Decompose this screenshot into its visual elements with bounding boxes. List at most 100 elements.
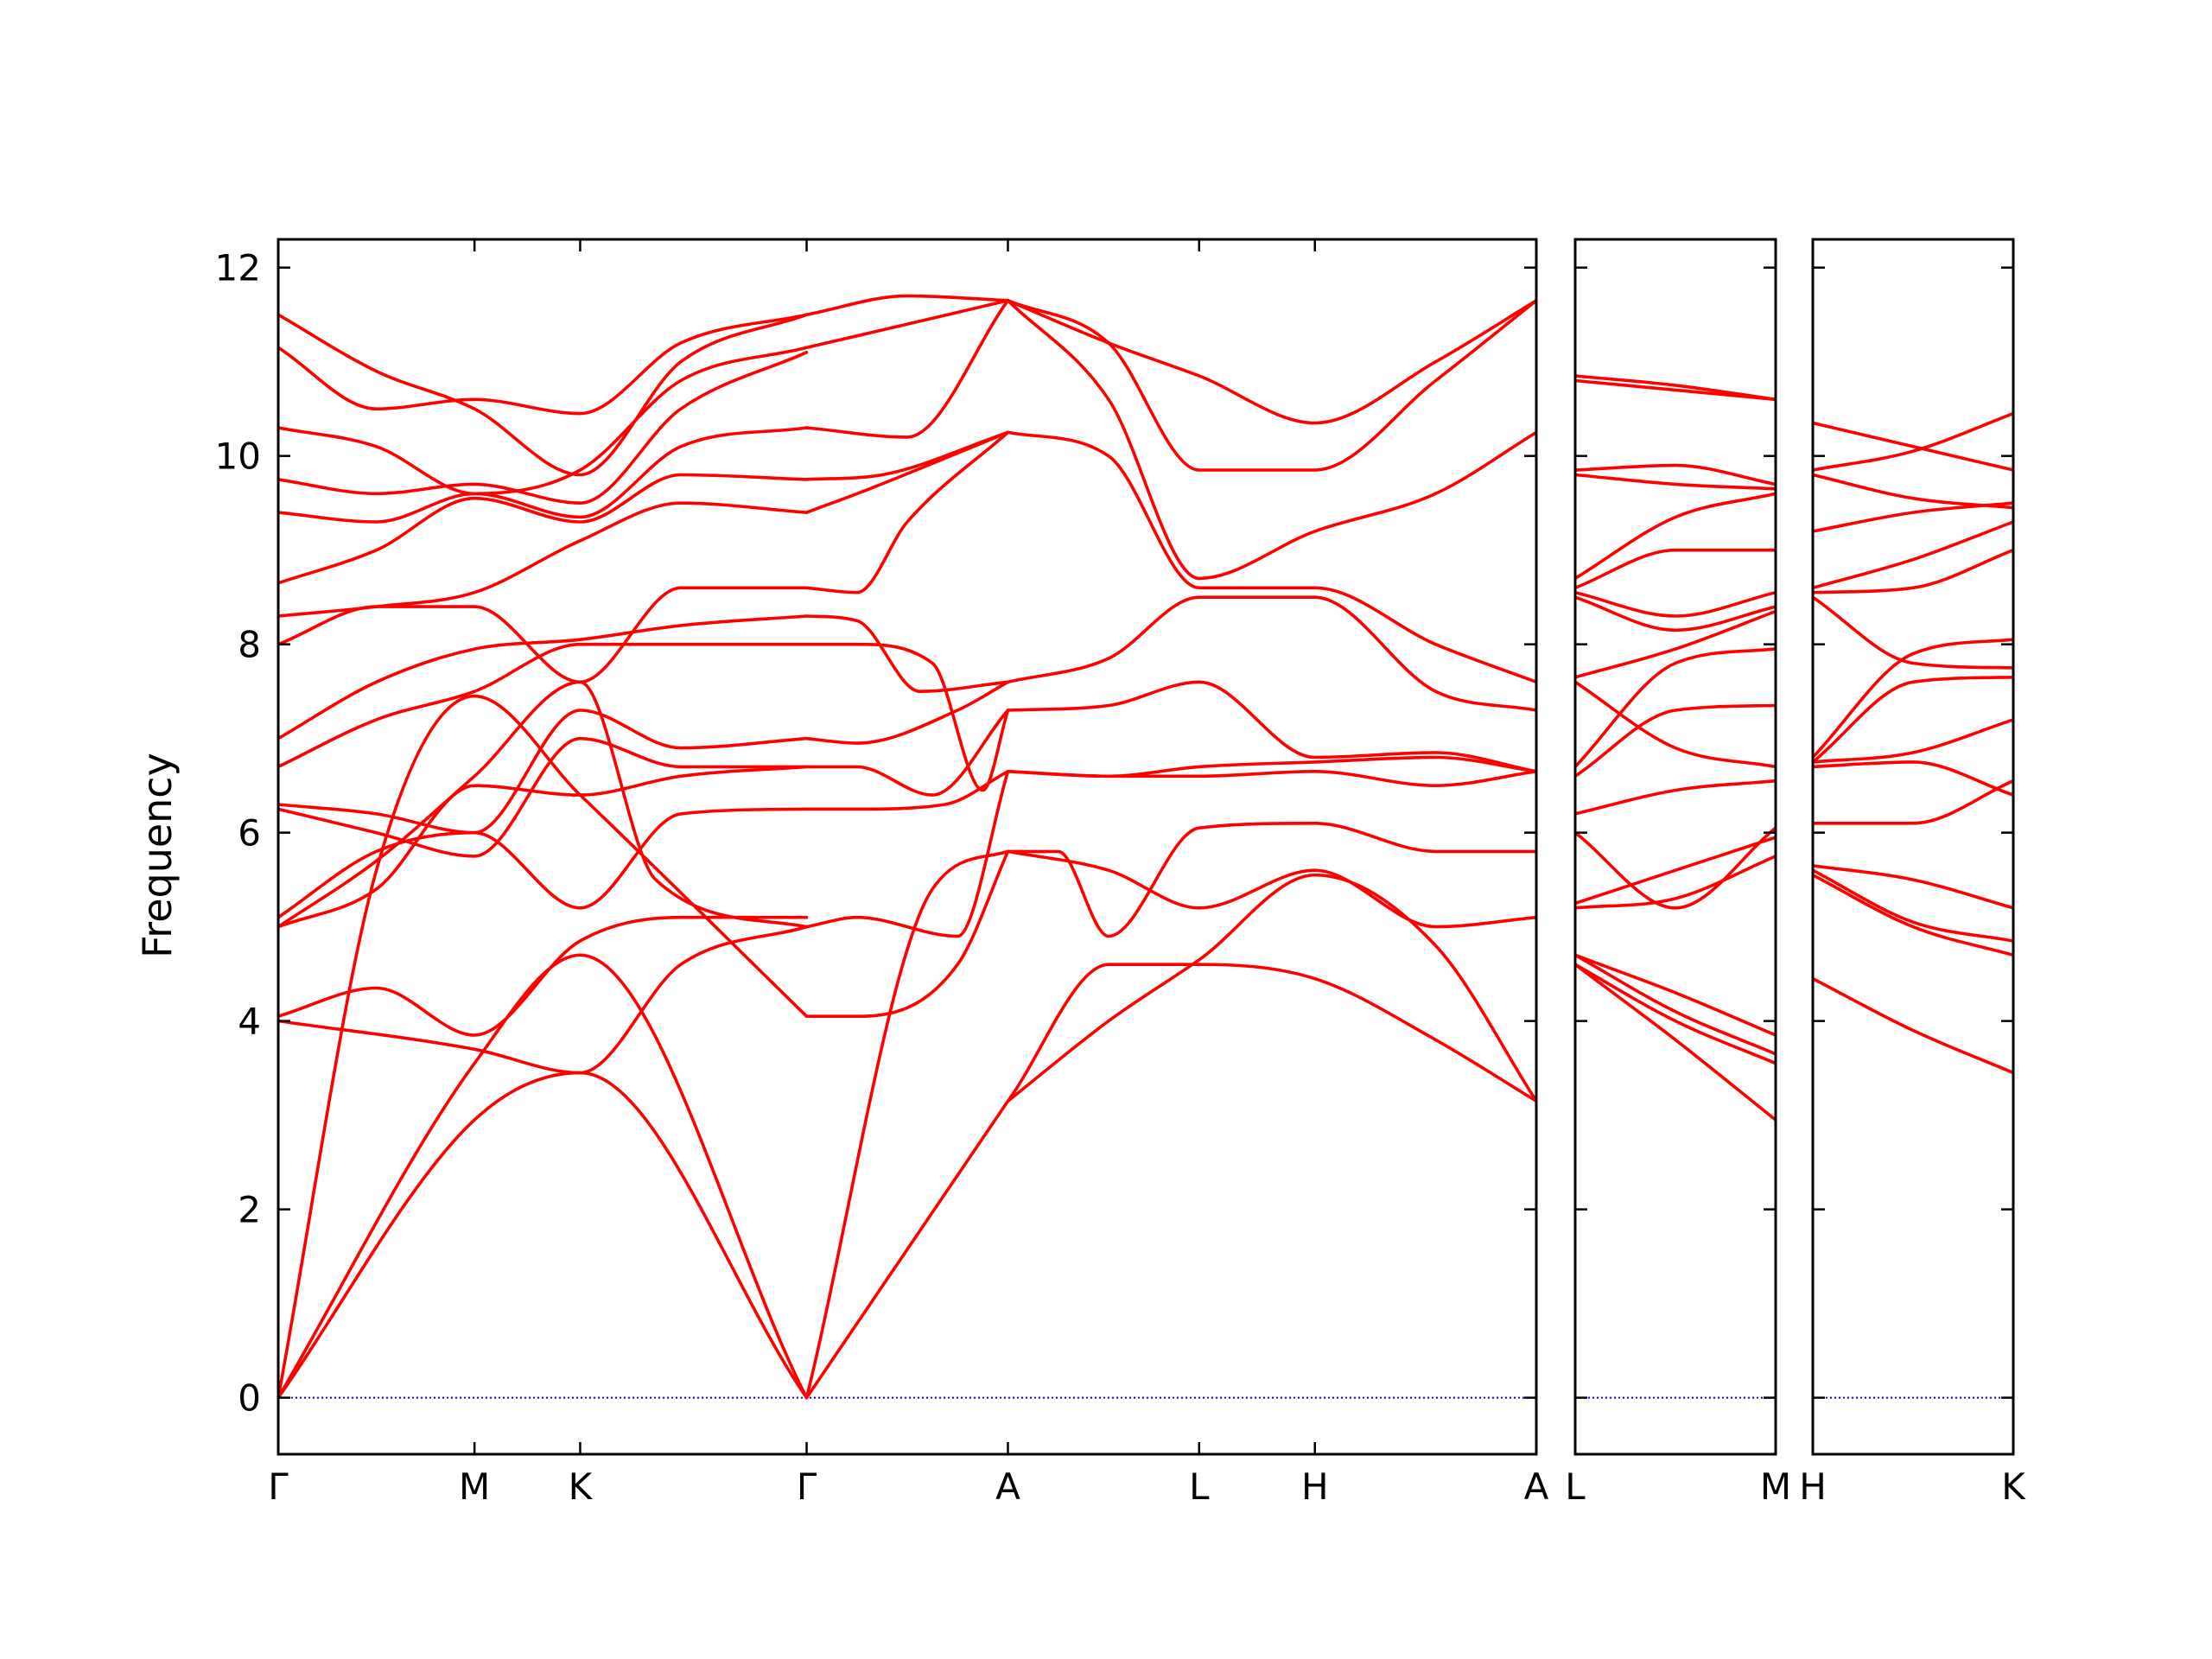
x-tick-label: L bbox=[1189, 1465, 1210, 1508]
band-line-1-17 bbox=[278, 351, 809, 505]
band-line-3-10 bbox=[1813, 595, 2013, 670]
band-line-3-1 bbox=[1813, 976, 2013, 1075]
panel-frame bbox=[1573, 238, 1777, 1456]
band-line-1-11 bbox=[278, 642, 809, 769]
x-tick-label: L bbox=[1565, 1465, 1586, 1508]
band-line-3-12 bbox=[1813, 520, 2013, 590]
band-line-2-18 bbox=[1575, 463, 1776, 486]
x-tick-label: H bbox=[1799, 1465, 1827, 1508]
band-line-1-3 bbox=[278, 694, 809, 1400]
bands-group bbox=[1813, 411, 2013, 1075]
band-line-3-4 bbox=[1813, 864, 2013, 910]
band-line-1-4 bbox=[278, 925, 809, 1075]
band-line-1-39 bbox=[1006, 849, 1536, 929]
band-line-3-13 bbox=[1813, 501, 2013, 533]
band-line-3-9 bbox=[1813, 638, 2013, 760]
band-line-2-1 bbox=[1575, 963, 1776, 1122]
band-line-1-36 bbox=[1006, 963, 1536, 1103]
x-tick-label: H bbox=[1301, 1465, 1329, 1508]
band-line-1-34 bbox=[804, 299, 1010, 350]
band-line-2-6 bbox=[1575, 836, 1776, 906]
band-line-1-6 bbox=[278, 765, 809, 929]
band-line-1-16 bbox=[278, 426, 809, 524]
band-line-3-14 bbox=[1813, 473, 2013, 510]
band-line-1-29 bbox=[804, 614, 1010, 693]
band-line-1-42 bbox=[1006, 680, 1536, 773]
band-line-3-7 bbox=[1813, 718, 2013, 764]
band-line-1-32 bbox=[804, 430, 1010, 481]
panel-frame bbox=[276, 238, 1538, 1456]
band-line-1-27 bbox=[804, 680, 1010, 745]
y-tick-label: 6 bbox=[238, 812, 261, 855]
band-line-1-9 bbox=[278, 736, 809, 858]
band-line-2-3 bbox=[1575, 953, 1776, 1056]
band-line-2-9 bbox=[1575, 703, 1776, 779]
band-line-1-25 bbox=[804, 770, 1010, 811]
band-line-3-16 bbox=[1813, 421, 2013, 472]
band-line-2-11 bbox=[1575, 680, 1776, 769]
band-line-2-4 bbox=[1575, 953, 1776, 1037]
band-line-1-35 bbox=[804, 294, 1010, 316]
band-line-1-28 bbox=[804, 642, 1010, 792]
bands-group bbox=[1575, 374, 1776, 1122]
band-line-1-20 bbox=[278, 313, 809, 477]
band-line-1-24 bbox=[804, 770, 1010, 938]
x-tick-label: A bbox=[1524, 1465, 1549, 1508]
x-tick-label: Γ bbox=[797, 1465, 817, 1508]
band-line-1-10 bbox=[278, 709, 809, 835]
x-tick-label: K bbox=[569, 1465, 594, 1508]
y-tick-label: 12 bbox=[215, 247, 261, 289]
band-line-1-22 bbox=[804, 849, 1010, 1400]
band-line-1-30 bbox=[804, 430, 1010, 594]
band-line-1-44 bbox=[1006, 430, 1536, 684]
band-line-3-5 bbox=[1813, 779, 2013, 825]
band-line-2-17 bbox=[1575, 473, 1776, 491]
band-line-3-15 bbox=[1813, 411, 2013, 472]
band-line-1-1 bbox=[278, 1071, 809, 1400]
band-line-1-45 bbox=[1006, 299, 1536, 581]
band-line-1-26 bbox=[804, 709, 1010, 797]
band-line-1-7 bbox=[278, 680, 809, 929]
band-line-1-21 bbox=[804, 1099, 1010, 1400]
x-tick-label: Γ bbox=[268, 1465, 289, 1508]
band-line-2-10 bbox=[1575, 647, 1776, 769]
x-tick-label: M bbox=[1760, 1465, 1791, 1508]
band-line-1-18 bbox=[278, 346, 809, 496]
band-line-2-13 bbox=[1575, 595, 1776, 632]
band-line-2-12 bbox=[1575, 609, 1776, 679]
band-line-3-8 bbox=[1813, 676, 2013, 764]
band-line-2-19 bbox=[1575, 378, 1776, 402]
band-line-1-37 bbox=[1006, 873, 1536, 1103]
band-line-1-38 bbox=[1006, 822, 1536, 938]
band-line-1-14 bbox=[278, 501, 809, 618]
band-line-2-14 bbox=[1575, 590, 1776, 618]
band-line-2-5 bbox=[1575, 855, 1776, 910]
x-tick-label: K bbox=[2001, 1465, 2026, 1508]
band-line-1-12 bbox=[278, 614, 809, 741]
band-line-2-15 bbox=[1575, 548, 1776, 590]
band-line-1-15 bbox=[278, 473, 809, 585]
bands-group bbox=[278, 294, 1536, 1400]
band-line-1-40 bbox=[1006, 770, 1536, 787]
x-tick-label: M bbox=[459, 1465, 490, 1508]
band-line-1-8 bbox=[278, 807, 809, 919]
band-line-1-23 bbox=[804, 849, 1010, 1019]
y-tick-label: 8 bbox=[238, 624, 261, 666]
y-tick-label: 10 bbox=[215, 435, 261, 478]
band-line-2-2 bbox=[1575, 963, 1776, 1065]
band-line-3-3 bbox=[1813, 868, 2013, 943]
band-line-3-2 bbox=[1813, 873, 2013, 957]
band-line-3-6 bbox=[1813, 760, 2013, 797]
panel-1: 0 2 4 6 8 10 12 Γ M K Γ A L H A bbox=[215, 238, 1549, 1508]
band-line-1-13 bbox=[278, 586, 809, 684]
x-tick-label: A bbox=[995, 1465, 1020, 1508]
y-tick-label: 0 bbox=[238, 1377, 261, 1420]
band-line-1-33 bbox=[804, 299, 1010, 439]
panel-frame bbox=[1811, 238, 2015, 1456]
band-line-1-47 bbox=[1006, 299, 1536, 425]
band-line-2-8 bbox=[1575, 779, 1776, 816]
